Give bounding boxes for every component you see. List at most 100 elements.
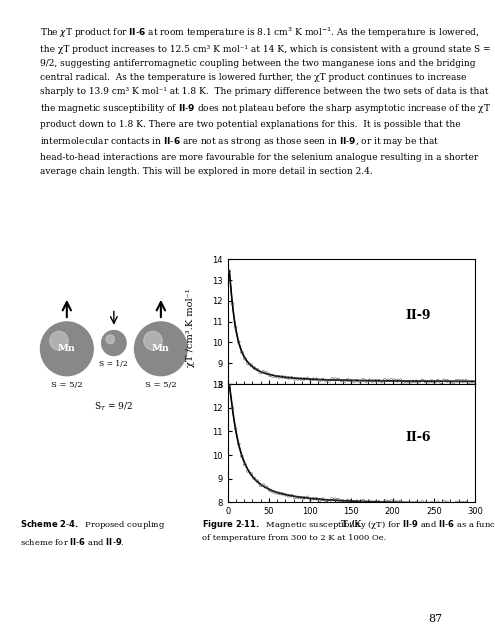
Text: II-9: II-9: [406, 309, 432, 322]
Point: [312, 493, 320, 504]
Point: [263, 368, 271, 378]
Point: [247, 360, 255, 370]
Text: 87: 87: [429, 614, 443, 624]
Point: [356, 376, 364, 387]
Point: [331, 374, 339, 384]
Point: [456, 498, 464, 508]
Point: [465, 377, 473, 387]
Point: [406, 499, 414, 509]
Point: [365, 496, 373, 506]
Point: [325, 376, 333, 386]
Point: [229, 298, 237, 308]
Point: [428, 498, 436, 508]
Point: [272, 488, 280, 498]
Point: [244, 466, 252, 476]
Point: [462, 497, 470, 508]
Point: [225, 266, 233, 276]
Point: [399, 377, 407, 387]
Point: [353, 376, 361, 386]
Point: [306, 374, 314, 385]
Point: [269, 371, 277, 381]
Point: [341, 376, 348, 386]
Point: [372, 497, 380, 507]
Point: [449, 499, 457, 509]
Point: [468, 376, 476, 387]
Point: [347, 376, 355, 386]
Point: [235, 439, 243, 449]
Point: [306, 494, 314, 504]
Point: [312, 374, 320, 385]
Point: [256, 480, 264, 490]
Point: [421, 498, 429, 508]
Point: [362, 376, 370, 387]
Point: [443, 376, 451, 386]
Point: [459, 376, 467, 386]
Point: [253, 476, 261, 486]
Point: [288, 490, 296, 500]
Point: [275, 372, 283, 382]
Point: [225, 380, 233, 390]
Point: [468, 499, 476, 509]
Point: [425, 376, 433, 387]
Point: [297, 374, 305, 384]
Point: [415, 498, 423, 508]
Point: [406, 377, 414, 387]
Point: [384, 497, 392, 507]
Point: [365, 375, 373, 385]
Point: [316, 495, 324, 506]
X-axis label: T /K: T /K: [341, 519, 362, 528]
Point: [369, 376, 377, 386]
Text: S = 5/2: S = 5/2: [145, 381, 177, 389]
Point: [378, 498, 386, 508]
Point: [459, 497, 467, 508]
Point: [278, 489, 286, 499]
Circle shape: [50, 332, 68, 350]
Point: [396, 375, 404, 385]
Point: [375, 497, 383, 507]
Point: [418, 375, 426, 385]
Point: [394, 376, 401, 386]
Point: [297, 493, 305, 503]
Point: [449, 377, 457, 387]
Point: [415, 376, 423, 387]
Point: [272, 371, 280, 381]
Point: [259, 480, 267, 490]
Point: [285, 491, 293, 501]
Point: [285, 373, 293, 383]
Point: [391, 375, 398, 385]
Point: [278, 372, 286, 382]
Point: [452, 376, 460, 386]
Point: [319, 494, 327, 504]
Point: [281, 490, 289, 500]
Circle shape: [135, 322, 187, 376]
Text: S = 1/2: S = 1/2: [99, 360, 128, 368]
Point: [418, 497, 426, 507]
Point: [253, 365, 261, 375]
Point: [362, 497, 370, 508]
Point: [471, 377, 479, 387]
Point: [462, 376, 470, 386]
Point: [338, 376, 346, 386]
Point: [440, 497, 448, 507]
Point: [344, 375, 351, 385]
Point: [350, 376, 358, 387]
Point: [303, 492, 311, 502]
Point: [319, 374, 327, 385]
Point: [446, 499, 454, 509]
Point: [238, 451, 246, 461]
Point: [281, 372, 289, 383]
Point: [300, 493, 308, 503]
Point: [403, 498, 411, 508]
Point: [229, 403, 237, 413]
Point: [399, 499, 407, 509]
Point: [437, 377, 445, 387]
Point: [359, 495, 367, 506]
Point: [446, 377, 454, 387]
Text: S$_T$ = 9/2: S$_T$ = 9/2: [94, 401, 134, 413]
Point: [359, 374, 367, 385]
Point: [244, 358, 252, 369]
Point: [409, 376, 417, 387]
Point: [294, 492, 302, 502]
Point: [387, 496, 395, 506]
Point: [437, 499, 445, 509]
